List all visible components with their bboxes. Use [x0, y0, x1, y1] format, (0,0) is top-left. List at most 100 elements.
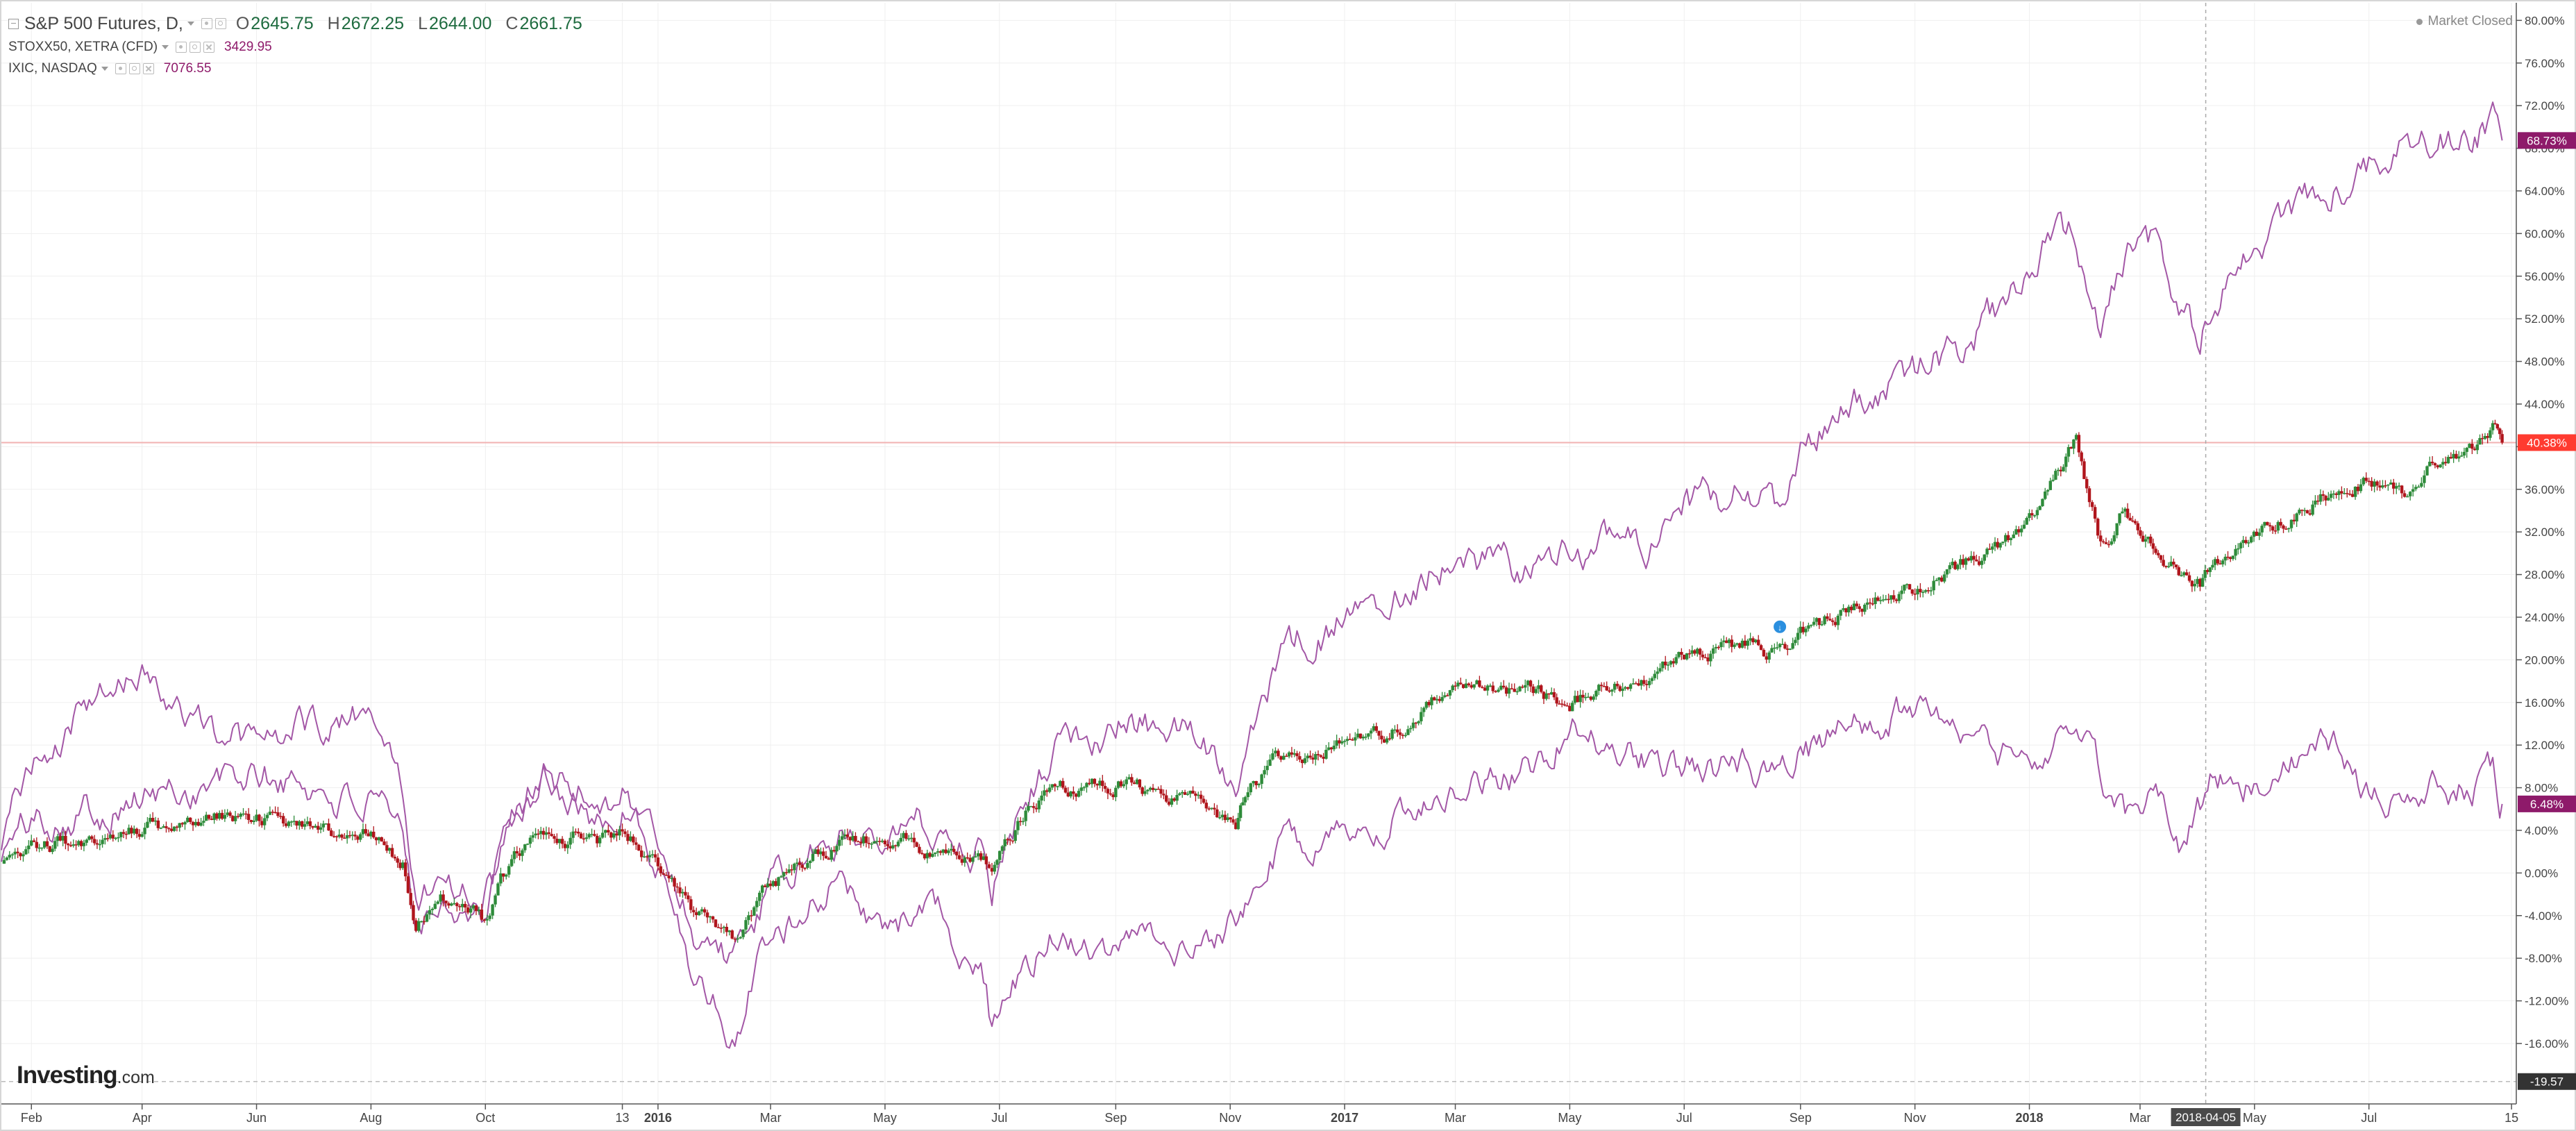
eye-icon[interactable] [115, 62, 126, 74]
candle-body [1246, 792, 1250, 798]
candle-body [987, 864, 991, 869]
candle-body [2373, 481, 2376, 487]
candle-body [2430, 462, 2434, 464]
candle-body [1571, 703, 1574, 712]
candle-body [1672, 661, 1676, 664]
candle-body [1624, 687, 1627, 689]
candle-body [2219, 563, 2222, 565]
candle-body [968, 857, 972, 862]
candle-body [979, 853, 983, 860]
candle-body [430, 908, 435, 910]
candle-body [1388, 738, 1392, 739]
chevron-down-icon[interactable] [101, 66, 108, 71]
close-icon[interactable] [203, 41, 215, 53]
candle-body [2324, 496, 2327, 501]
candle-body [2066, 446, 2071, 457]
gear-icon[interactable] [190, 41, 201, 53]
candle-body [1894, 599, 1899, 601]
gear-icon[interactable] [214, 18, 226, 29]
candle-body [2292, 519, 2296, 521]
candle-body [2211, 564, 2214, 568]
candle-body [739, 937, 742, 939]
candle-body [1865, 602, 1869, 605]
candle-body [1666, 664, 1670, 666]
candle-body [662, 873, 666, 875]
candle-body [1199, 794, 1203, 799]
candle-body [1056, 786, 1059, 787]
candle-body [2386, 484, 2390, 486]
x-tick-label: 13 [616, 1111, 630, 1125]
y-tick-label: 20.00% [2525, 653, 2565, 667]
candle-body [928, 853, 932, 857]
candle-body [1306, 755, 1309, 759]
candle-body [409, 893, 412, 905]
candle-body [2441, 462, 2445, 465]
candle-body [1690, 650, 1694, 654]
candle-body [372, 831, 376, 838]
candle-body [2151, 543, 2155, 549]
candle-body [2022, 524, 2026, 529]
candle-body [16, 851, 19, 853]
candle-body [2423, 475, 2426, 483]
candle-body [1088, 782, 1091, 785]
eye-icon[interactable] [201, 18, 212, 29]
candle-body [27, 845, 31, 850]
candle-body [923, 853, 927, 859]
candle-body [106, 838, 110, 839]
candle-body [2337, 491, 2341, 495]
candle-body [494, 895, 497, 905]
compare-symbol-stoxx[interactable]: STOXX50, XETRA (CFD) [8, 40, 158, 54]
chevron-down-icon[interactable] [162, 44, 169, 49]
candle-body [2203, 569, 2207, 578]
close-icon[interactable] [142, 62, 154, 74]
candle-body [45, 841, 49, 846]
candle-body [1820, 624, 1824, 626]
candle-body [909, 837, 914, 839]
gear-icon[interactable] [128, 62, 140, 74]
chevron-down-icon[interactable] [187, 22, 194, 26]
candle-body [455, 903, 459, 907]
eye-icon[interactable] [176, 41, 187, 53]
candle-body [1188, 790, 1192, 794]
candle-body [1727, 639, 1731, 644]
market-status-label: Market Closed [2427, 14, 2514, 28]
candle-body [1836, 615, 1840, 626]
candle-body [1483, 687, 1487, 691]
candle-body [1719, 642, 1723, 648]
main-symbol-title[interactable]: S&P 500 Futures, D, [24, 13, 183, 33]
candle-body [1494, 691, 1497, 693]
candle-body [1095, 783, 1099, 786]
candle-body [1823, 616, 1826, 625]
candle-body [1804, 628, 1808, 632]
compare-symbol-ixic[interactable]: IXIC, NASDAQ [8, 61, 97, 76]
candle-body [2289, 519, 2293, 528]
candle-body [971, 857, 975, 862]
candle-body [537, 833, 540, 835]
candle-body [2093, 507, 2097, 519]
candle-body [1711, 648, 1715, 654]
candle-body [593, 834, 596, 836]
candle-body [40, 847, 44, 849]
candle-body [2300, 510, 2304, 511]
candle-body [135, 828, 139, 835]
candle-body [1178, 793, 1181, 795]
candle-body [1215, 809, 1219, 818]
candle-body [2367, 480, 2371, 483]
candle-body [1271, 753, 1274, 760]
candle-body [563, 844, 567, 848]
price-badge: -19.57 [2518, 1073, 2576, 1090]
candle-body [1243, 797, 1247, 803]
candle-body [1422, 707, 1426, 712]
candle-body [1313, 754, 1318, 760]
collapse-legend-icon[interactable] [8, 18, 19, 29]
candle-body [974, 856, 977, 857]
candle-body [659, 866, 663, 873]
candle-body [1191, 790, 1195, 794]
candle-body [32, 840, 36, 842]
candle-body [2436, 465, 2439, 468]
candle-body [1034, 807, 1038, 810]
candle-body [1133, 782, 1136, 785]
candle-body [2420, 483, 2423, 487]
candle-body [747, 915, 750, 921]
